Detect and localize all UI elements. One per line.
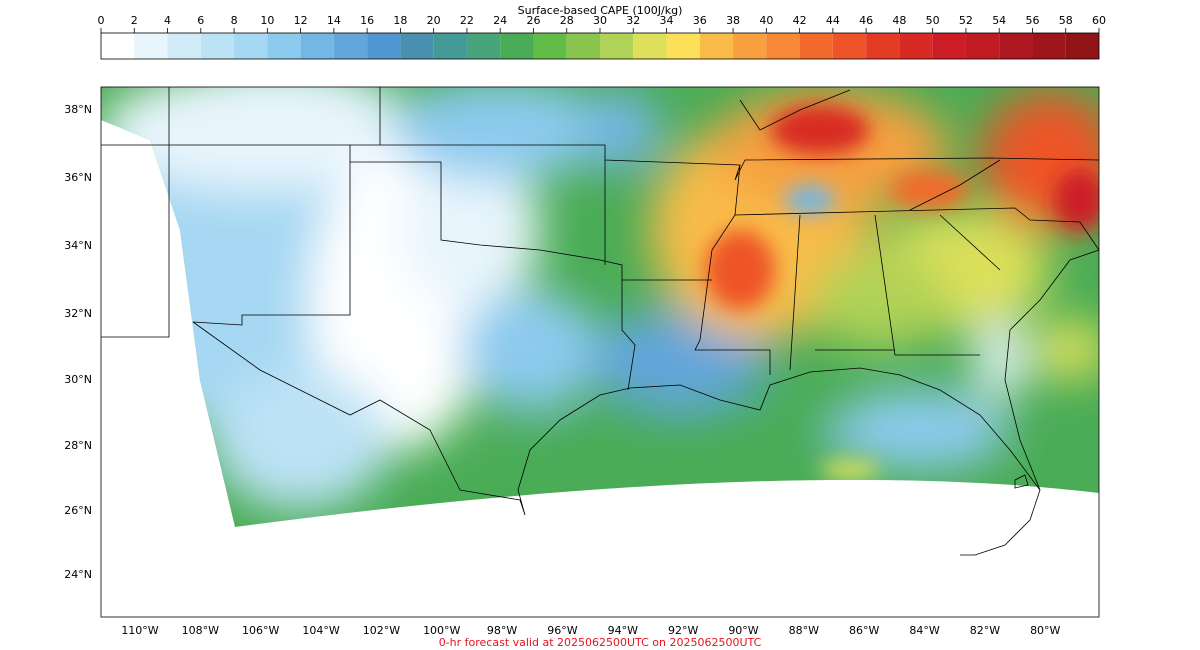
colorbar: 0 2 4 6 8 10 12 14 16 18 20 22 24 26 28 30 32 34 36 38 40 42 4… — [98, 14, 1106, 59]
colorbar-swatch — [866, 33, 900, 59]
lat-label: 36°N — [64, 171, 92, 184]
cape-field — [101, 87, 1099, 527]
colorbar-swatch — [666, 33, 700, 59]
lon-labels: 110°W 108°W 106°W 104°W 102°W 100°W 98°W 96°W 94… — [121, 624, 1060, 637]
colorbar-swatch — [101, 33, 135, 59]
colorbar-swatch — [965, 33, 1000, 59]
colorbar-swatch — [500, 33, 534, 59]
colorbar-tick-label: 4 — [164, 14, 171, 27]
colorbar-tick-label: 0 — [98, 14, 105, 27]
colorbar-tick-label: 38 — [726, 14, 740, 27]
colorbar-tick-label: 10 — [260, 14, 274, 27]
lon-label: 84°W — [909, 624, 939, 637]
lon-label: 110°W — [121, 624, 158, 637]
lat-labels: 38°N 36°N 34°N 32°N 30°N 28°N 26°N 24°N — [64, 103, 92, 581]
colorbar-tick-label: 2 — [131, 14, 138, 27]
colorbar-swatch — [1065, 33, 1099, 59]
colorbar-swatch — [433, 33, 467, 59]
boundaries — [101, 87, 1100, 556]
forecast-footer: 0-hr forecast valid at 2025062500UTC on … — [439, 636, 762, 649]
lat-label: 26°N — [64, 504, 92, 517]
colorbar-swatch — [766, 33, 800, 59]
colorbar-swatch — [300, 33, 334, 59]
colorbar-tick-label: 56 — [1025, 14, 1039, 27]
colorbar-tick-label: 12 — [294, 14, 308, 27]
lon-label: 80°W — [1030, 624, 1060, 637]
lon-label: 102°W — [363, 624, 400, 637]
lon-label: 82°W — [970, 624, 1000, 637]
lon-label: 92°W — [668, 624, 698, 637]
lat-label: 24°N — [64, 568, 92, 581]
lat-label: 38°N — [64, 103, 92, 116]
colorbar-swatch — [699, 33, 734, 59]
colorbar-tick-label: 34 — [660, 14, 674, 27]
lon-label: 106°W — [242, 624, 279, 637]
colorbar-tick-label: 36 — [693, 14, 707, 27]
colorbar-tick-label: 22 — [460, 14, 474, 27]
colorbar-tick-label: 26 — [526, 14, 540, 27]
colorbar-tick-label: 42 — [793, 14, 807, 27]
lon-label: 100°W — [423, 624, 460, 637]
colorbar-swatch — [733, 33, 767, 59]
colorbar-tick-label: 40 — [759, 14, 773, 27]
colorbar-tick-label: 18 — [393, 14, 407, 27]
lat-label: 32°N — [64, 307, 92, 320]
colorbar-tick-label: 48 — [892, 14, 906, 27]
colorbar-tick-label: 8 — [231, 14, 238, 27]
colorbar-swatch — [333, 33, 368, 59]
colorbar-tick-label: 20 — [427, 14, 441, 27]
lat-label: 30°N — [64, 373, 92, 386]
colorbar-swatch — [367, 33, 401, 59]
colorbar-title: Surface-based CAPE (100J/kg) — [518, 4, 683, 17]
colorbar-swatch — [832, 33, 867, 59]
lon-label: 90°W — [728, 624, 758, 637]
colorbar-swatch — [633, 33, 667, 59]
colorbar-tick-label: 32 — [626, 14, 640, 27]
colorbar-swatch — [600, 33, 634, 59]
map-frame — [100, 86, 1100, 618]
colorbar-frame — [100, 32, 1100, 60]
lon-label: 96°W — [547, 624, 577, 637]
colorbar-tick-label: 60 — [1092, 14, 1106, 27]
colorbar-tick-label: 50 — [926, 14, 940, 27]
lon-label: 98°W — [487, 624, 517, 637]
colorbar-swatch — [533, 33, 567, 59]
colorbar-swatch — [899, 33, 933, 59]
colorbar-tick-label: 16 — [360, 14, 374, 27]
colorbar-swatch — [999, 33, 1033, 59]
colorbar-swatch — [134, 33, 168, 59]
colorbar-tick-label: 6 — [197, 14, 204, 27]
colorbar-tick-label: 58 — [1059, 14, 1073, 27]
colorbar-swatch — [200, 33, 235, 59]
colorbar-swatch — [234, 33, 268, 59]
colorbar-tick-label: 30 — [593, 14, 607, 27]
lon-label: 86°W — [849, 624, 879, 637]
colorbar-tick-label: 54 — [992, 14, 1006, 27]
colorbar-tick-label: 14 — [327, 14, 341, 27]
lon-label: 94°W — [608, 624, 638, 637]
colorbar-swatch — [932, 33, 966, 59]
colorbar-swatch — [1032, 33, 1066, 59]
lon-label: 104°W — [302, 624, 339, 637]
colorbar-swatch — [799, 33, 833, 59]
colorbar-swatch — [466, 33, 501, 59]
colorbar-swatch — [267, 33, 301, 59]
colorbar-swatch — [566, 33, 600, 59]
colorbar-swatch — [400, 33, 434, 59]
lon-label: 108°W — [182, 624, 219, 637]
colorbar-tick-label: 46 — [859, 14, 873, 27]
colorbar-swatch — [167, 33, 201, 59]
colorbar-tick-label: 28 — [560, 14, 574, 27]
lon-label: 88°W — [789, 624, 819, 637]
colorbar-tick-label: 44 — [826, 14, 840, 27]
colorbar-tick-label: 52 — [959, 14, 973, 27]
lat-label: 28°N — [64, 439, 92, 452]
colorbar-tick-label: 24 — [493, 14, 507, 27]
lat-label: 34°N — [64, 239, 92, 252]
